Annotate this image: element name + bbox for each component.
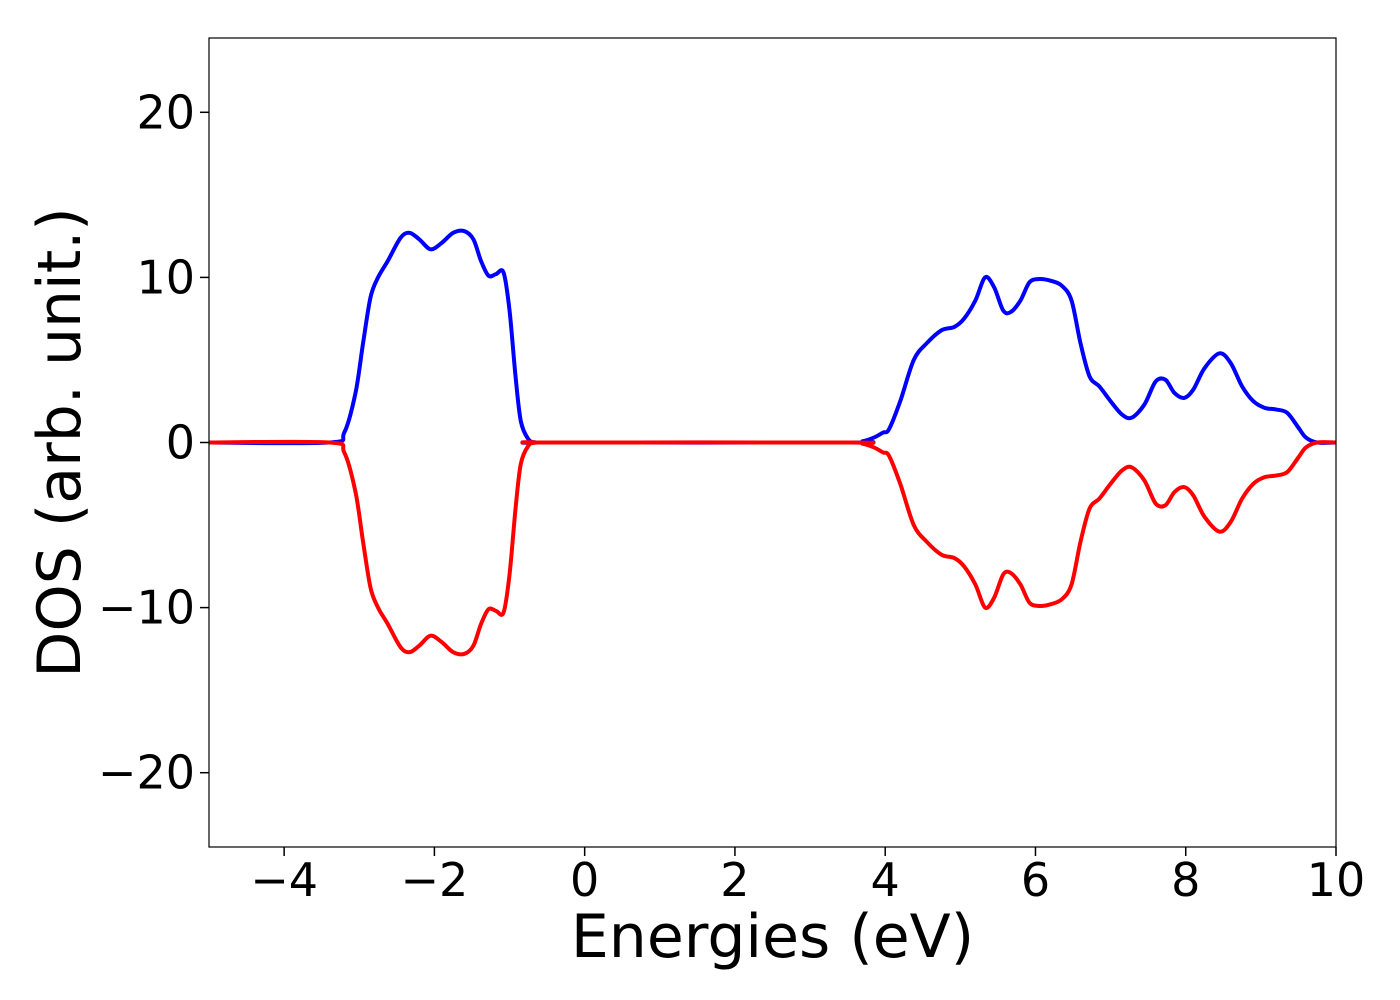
y-tick-label: −20: [98, 746, 195, 800]
y-tick-label: 0: [166, 416, 195, 470]
series-line-upper: [208, 228, 1337, 446]
y-tick-label: 10: [136, 250, 195, 304]
x-tick-label: 10: [1307, 853, 1366, 907]
y-axis-title: DOS (arb. unit.): [25, 207, 95, 677]
series-layer: [208, 228, 1337, 657]
x-tick-label: 0: [570, 853, 599, 907]
x-tick-label: −4: [250, 853, 318, 907]
x-tick-label: 6: [1021, 853, 1050, 907]
x-tick-label: 2: [720, 853, 749, 907]
x-axis-title: Energies (eV): [571, 902, 974, 972]
x-tick-label: 8: [1171, 853, 1200, 907]
y-axis-ticks: −20 −10 0 10 20: [98, 85, 209, 800]
y-tick-label: −10: [98, 581, 195, 635]
series-line-lower: [208, 439, 1337, 657]
x-tick-label: −2: [400, 853, 468, 907]
x-axis-ticks: −4 −2 0 2 4 6 8 10: [250, 847, 1365, 907]
y-tick-label: 20: [136, 85, 195, 139]
x-tick-label: 4: [871, 853, 900, 907]
